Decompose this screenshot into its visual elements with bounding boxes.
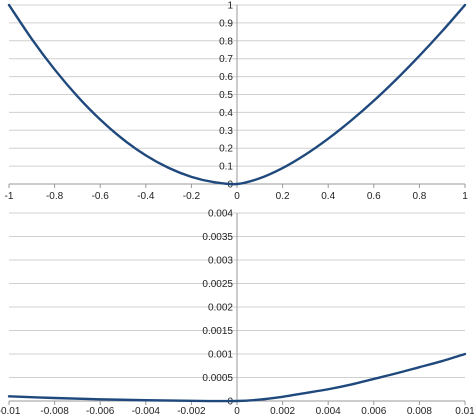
x-tick-label: -0.8 — [46, 191, 64, 202]
y-tick-label: 1 — [227, 1, 233, 12]
y-tick-label: 0.4 — [219, 108, 233, 119]
x-tick-label: -0.006 — [86, 406, 115, 417]
chart-2: 0 0.0005 0.001 0.0015 0.002 0.0025 0.003 0.0035… — [0, 209, 474, 418]
x-tick-label: 0.004 — [316, 406, 341, 417]
series-line-1 — [7, 3, 467, 186]
y-tick-label: 0.6 — [219, 72, 233, 83]
y-tick-label: 0.9 — [219, 18, 233, 29]
y-tick-label: 0.0015 — [202, 326, 233, 337]
x-tick-label: 1 — [462, 191, 468, 202]
x-tick-label: -0.6 — [92, 191, 110, 202]
x-tick-label: 0 — [234, 406, 240, 417]
x-tick-label: 0.8 — [412, 191, 426, 202]
x-tick-label: -0.2 — [183, 191, 201, 202]
y-tick-label: 0.0005 — [202, 373, 233, 384]
x-tick-label: 0.2 — [276, 191, 290, 202]
y-tick-label: 0.001 — [208, 350, 233, 361]
y-tick-label: 0.0035 — [202, 232, 233, 243]
x-tick-label: -0.01 — [0, 406, 21, 417]
y-tick-label: 0.003 — [208, 256, 233, 267]
y-tick-label: 0.002 — [208, 303, 233, 314]
y-tick-label: 0.5 — [219, 90, 233, 101]
y-tick-label: 0.1 — [219, 162, 233, 173]
series-line-1 — [7, 352, 467, 403]
x-tick-label: 0.006 — [361, 406, 386, 417]
y-tick-label: 0.3 — [219, 126, 233, 137]
x-tick-label: -0.002 — [177, 406, 206, 417]
x-tick-label: -0.008 — [40, 406, 69, 417]
x-tick-label: 0.002 — [270, 406, 295, 417]
x-tick-label: 0.4 — [321, 191, 335, 202]
x-tick-label: 0.01 — [455, 406, 474, 417]
y-tick-label: 0.2 — [219, 144, 233, 155]
y-tick-label: 0.8 — [219, 36, 233, 47]
y-tick-label: 0.004 — [208, 209, 233, 220]
y-tick-label: 0.0025 — [202, 279, 233, 290]
x-tick-label: -0.004 — [132, 406, 161, 417]
x-tick-label: -0.4 — [137, 191, 155, 202]
x-tick-label: 0.6 — [367, 191, 381, 202]
x-tick-label: -1 — [5, 191, 14, 202]
x-tick-label: 0 — [234, 191, 240, 202]
chart-1: 0 0.1 0.2 0.3 0.4 0.5 0.6 0.7 0.8 0.9 1 -1 -0.8 -0.6 -… — [5, 1, 469, 203]
x-tick-label: 0.008 — [407, 406, 432, 417]
y-tick-label: 0.7 — [219, 54, 233, 65]
